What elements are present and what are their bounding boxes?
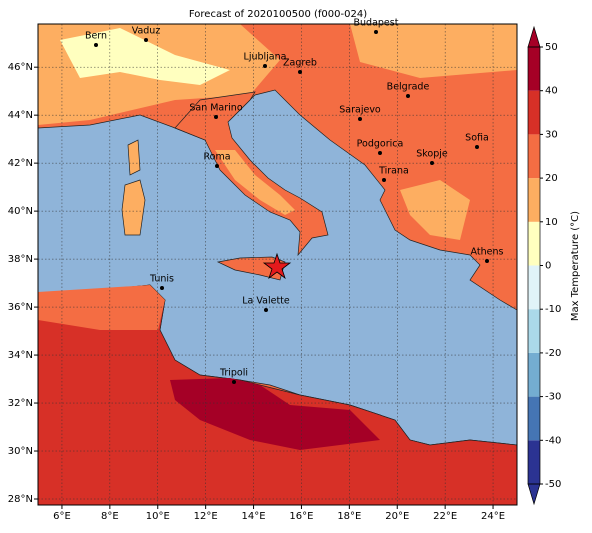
city-dot [358, 117, 362, 121]
city-dot [485, 259, 489, 263]
city-label: Skopje [416, 149, 448, 160]
y-tick-label: 34°N [8, 350, 33, 361]
colorbar-tick-label: 50 [545, 42, 558, 53]
colorbar-bin [528, 134, 540, 179]
city-dot [263, 64, 267, 68]
city-dot [374, 30, 378, 34]
hot-zone [170, 378, 380, 450]
city-dot [215, 164, 219, 168]
colorbar-tick-label: -20 [545, 348, 561, 359]
y-tick-label: 44°N [8, 110, 33, 121]
city-label: Tunis [149, 274, 174, 285]
city-dot [382, 178, 386, 182]
city-label: Sarajevo [339, 105, 381, 116]
city-label: Tripoli [219, 368, 248, 379]
colorbar-bin [528, 265, 540, 310]
colorbar-bin [528, 309, 540, 353]
city-label: Athens [471, 247, 504, 258]
colorbar-bin [528, 396, 540, 441]
colorbar-bin [528, 221, 540, 266]
city-label: Roma [203, 152, 230, 163]
city-label: Podgorica [357, 139, 404, 150]
city-dot [475, 145, 479, 149]
city-label: Vaduz [132, 26, 161, 37]
corsica [127, 139, 141, 176]
city-dot [94, 43, 98, 47]
colorbar-bin [528, 47, 540, 91]
x-tick-label: 8°E [101, 511, 119, 522]
alps-cool [60, 28, 230, 85]
colorbar-tick-label: 10 [545, 217, 558, 228]
land-mild [400, 180, 470, 240]
colorbar-bin [528, 352, 540, 397]
map-area [38, 24, 517, 505]
city-label: Belgrade [387, 82, 430, 93]
y-tick-label: 28°N [8, 494, 33, 505]
colorbar-tick-label: -50 [545, 479, 561, 490]
city-dot [430, 161, 434, 165]
city-dot [378, 151, 382, 155]
title: Forecast of 2020100500 (f000-024) [189, 9, 367, 20]
colorbar: -50 -40 -30 -20 -10 0 10 20 30 40 50 [527, 25, 561, 506]
x-tick-label: 6°E [53, 511, 71, 522]
colorbar-label: Max Temperature (°C) [570, 211, 581, 321]
x-tick-label: 24°E [481, 511, 505, 522]
city-label: Tirana [378, 166, 409, 177]
city-label: San Marino [189, 103, 242, 114]
cities: Bern Vaduz Budapest Ljubljana Zagreb Bel… [85, 18, 504, 384]
apennines [215, 150, 295, 215]
x-tick-label: 12°E [194, 511, 218, 522]
y-tick-label: 40°N [8, 206, 33, 217]
city-label: La Valette [242, 296, 290, 307]
colorbar-tick-label: -40 [545, 435, 561, 446]
land-mild [350, 24, 517, 78]
city-dot [232, 380, 236, 384]
x-tick-label: 14°E [242, 511, 266, 522]
city-dot [160, 286, 164, 290]
colorbar-tick-label: 0 [545, 261, 551, 272]
colorbar-tick-label: 20 [545, 173, 558, 184]
colorbar-bin [528, 440, 540, 484]
x-tick-label: 18°E [337, 511, 361, 522]
city-label: Budapest [354, 18, 399, 29]
city-label: Sofia [465, 133, 489, 144]
city-label: Ljubljana [244, 52, 287, 63]
y-tick-label: 38°N [8, 254, 33, 265]
coast-warm [38, 285, 165, 330]
city-dot [264, 308, 268, 312]
colorbar-extend [527, 25, 541, 48]
city-dot [214, 115, 218, 119]
x-tick-label: 10°E [146, 511, 170, 522]
y-tick-label: 36°N [8, 302, 33, 313]
y-tick-label: 42°N [8, 158, 33, 169]
y-tick-label: 46°N [8, 62, 33, 73]
sardinia [121, 179, 146, 236]
y-tick-label: 32°N [8, 398, 33, 409]
map-frame [37, 23, 518, 506]
city-dot [298, 70, 302, 74]
colorbar-tick-label: -30 [545, 392, 561, 403]
colorbar-bin [528, 90, 540, 135]
colorbar-bin [528, 178, 540, 222]
x-tick-label: 22°E [433, 511, 457, 522]
city-label: Zagreb [283, 58, 317, 69]
city-label: Bern [85, 31, 107, 42]
x-tick-label: 16°E [289, 511, 313, 522]
y-tick-label: 30°N [8, 446, 33, 457]
colorbar-tick-label: -10 [545, 304, 561, 315]
colorbar-tick-label: 40 [545, 86, 558, 97]
city-dot [406, 94, 410, 98]
colorbar-tick-label: 30 [545, 129, 558, 140]
city-dot [144, 38, 148, 42]
x-tick-label: 20°E [385, 511, 409, 522]
star-marker [262, 252, 292, 280]
colorbar-extend [527, 483, 541, 506]
